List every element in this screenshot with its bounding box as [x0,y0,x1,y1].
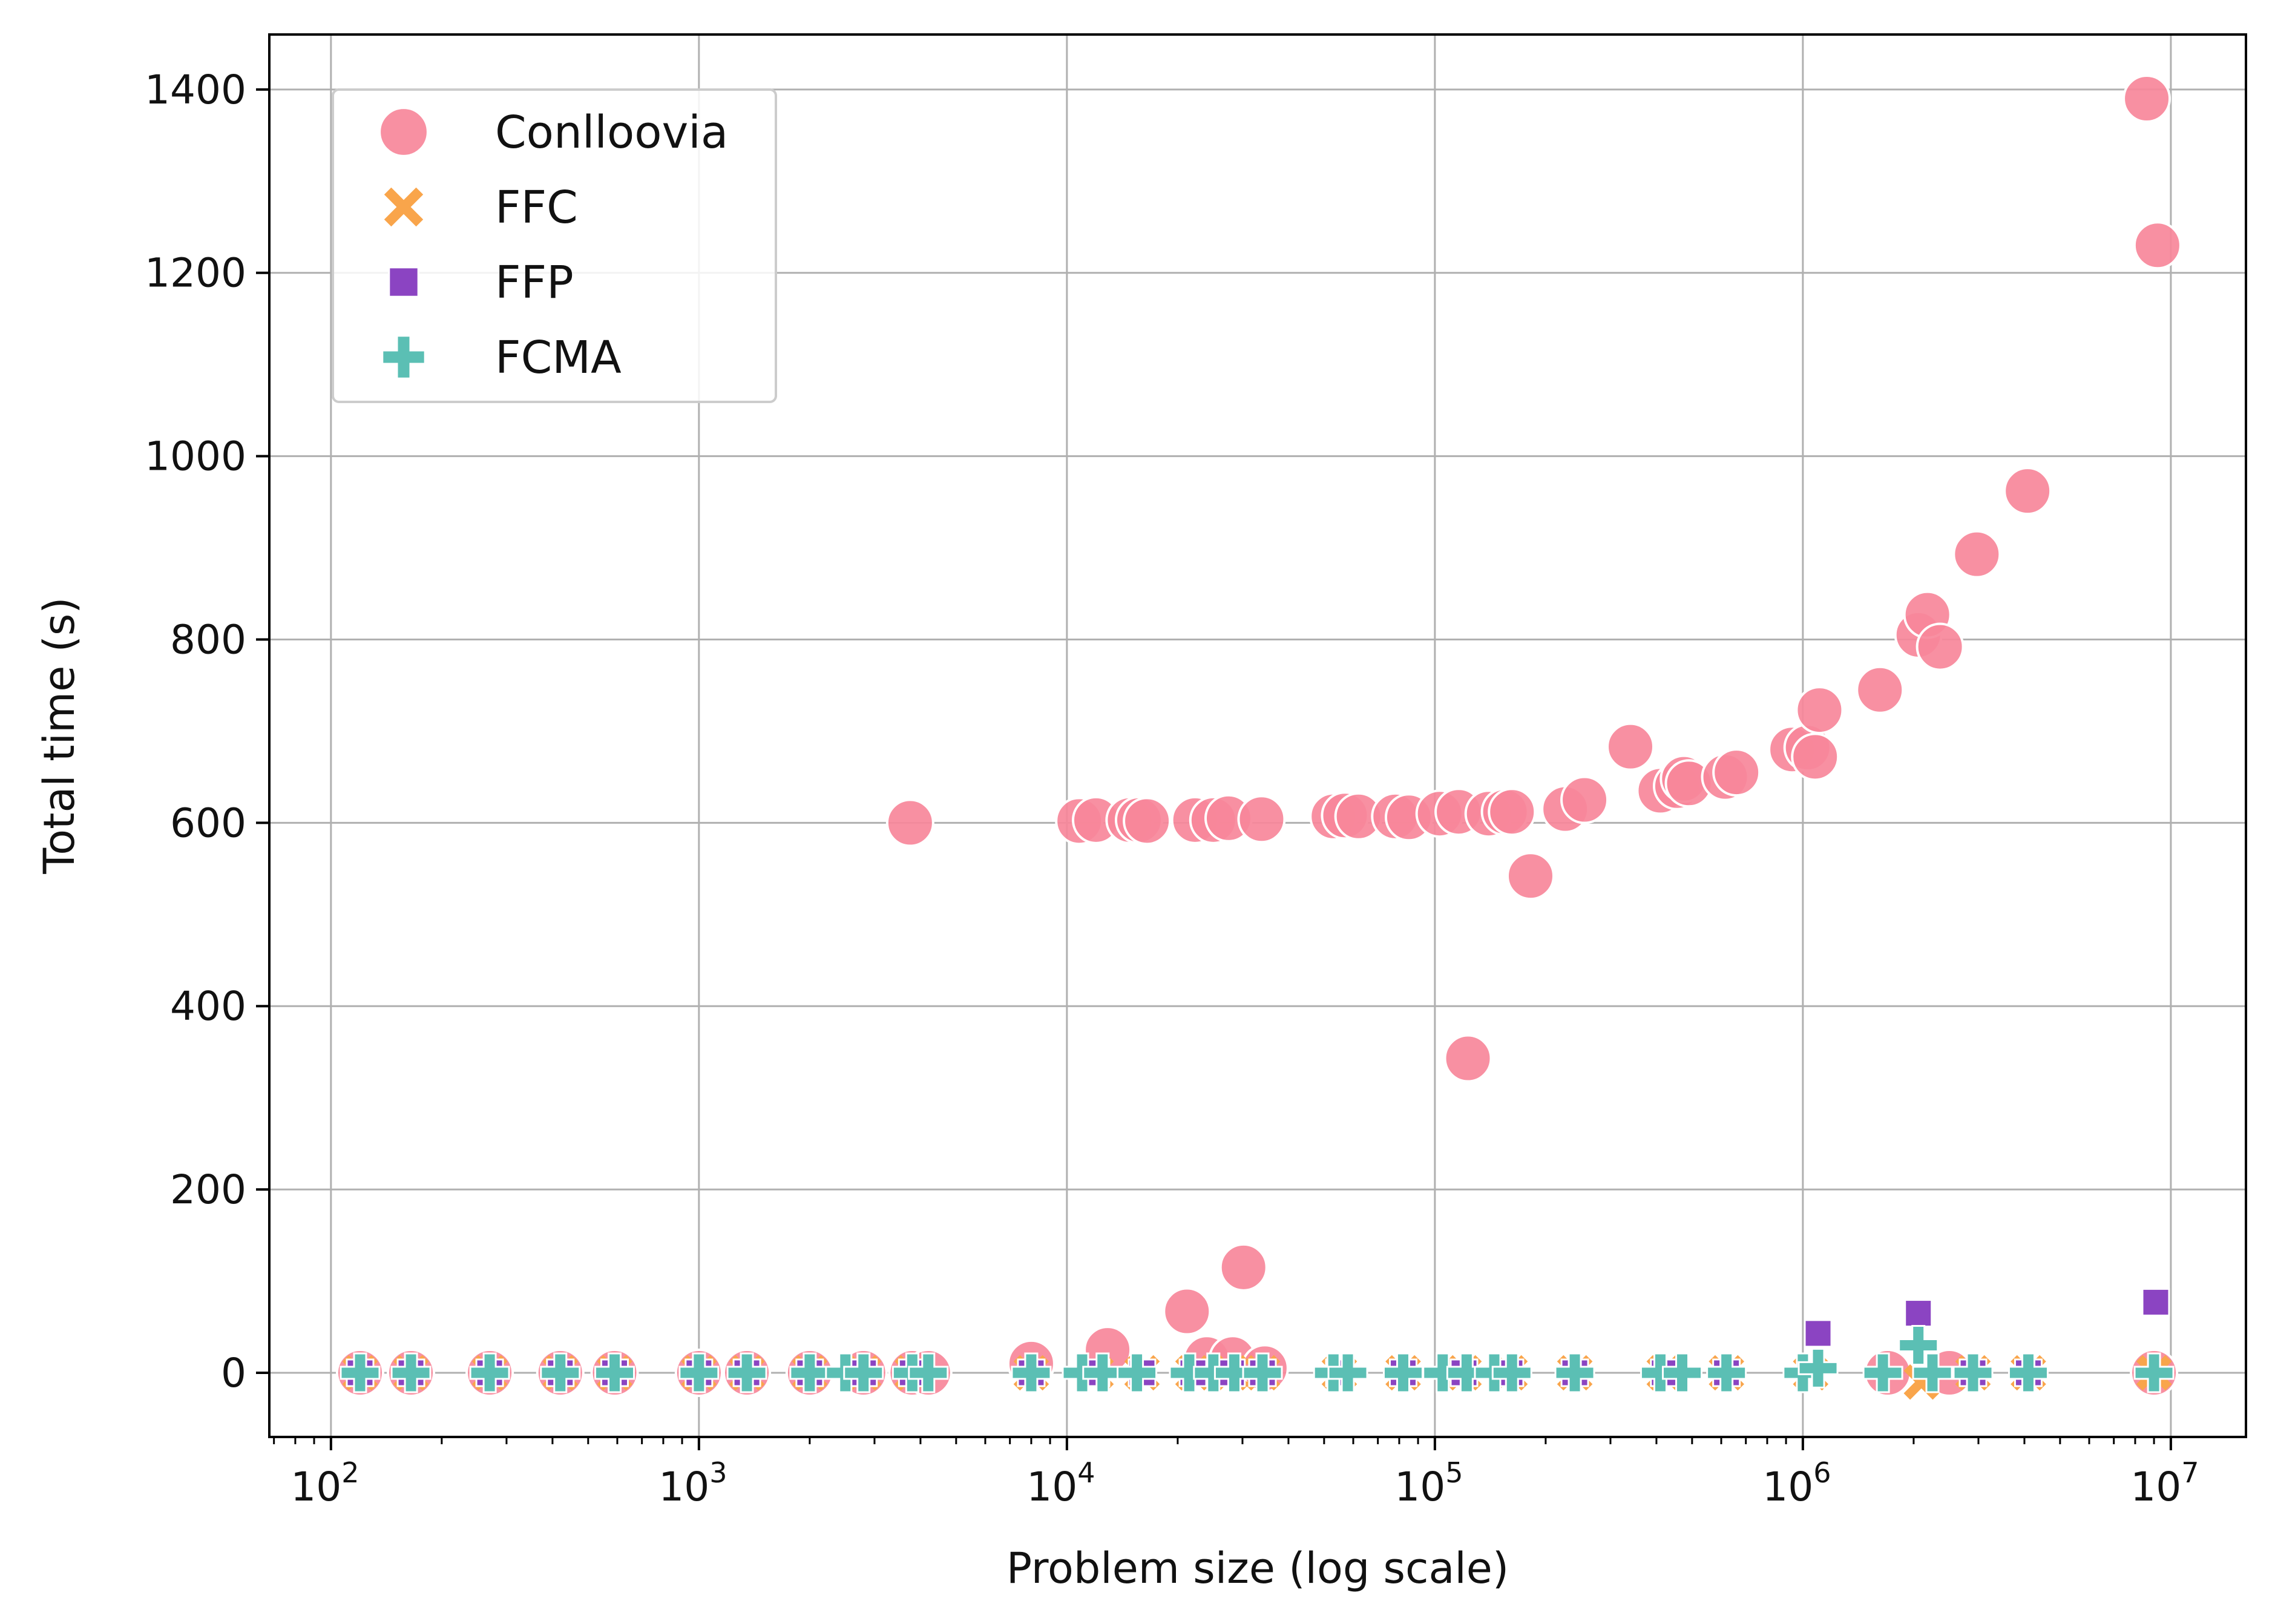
data-point [594,1352,635,1393]
data-point [1791,732,1840,781]
y-tick-label: 400 [170,983,246,1030]
data-point [1123,797,1172,846]
series-conlloovia [335,74,2182,1397]
data-point [1712,748,1761,797]
data-point [1898,1325,1939,1366]
data-point [1916,622,1965,671]
x-tick-label: 102 [291,1456,359,1510]
data-point [843,1352,884,1393]
data-point [2133,1352,2175,1393]
data-point [1795,686,1844,735]
data-point [789,1352,830,1393]
x-tick-label: 104 [1026,1456,1095,1510]
data-point [2122,74,2172,123]
data-point [1904,1299,1933,1328]
data-point [1554,1352,1595,1393]
data-point [1082,1352,1123,1393]
data-point [540,1352,581,1393]
y-tick-label: 200 [170,1166,246,1213]
data-point [1952,1352,1994,1393]
data-point [1912,1352,1953,1393]
data-point [1488,787,1537,837]
data-point [2007,1352,2049,1393]
data-point [1237,795,1286,844]
legend-marker [384,187,424,227]
data-point [885,798,934,847]
x-tick-label: 103 [658,1456,727,1510]
x-tick-label: 105 [1394,1456,1463,1510]
data-point [1117,1352,1158,1393]
data-point [1011,1352,1052,1393]
x-axis: 102 103 104 105 106 107 [273,1437,2199,1510]
x-tick-label: 107 [2130,1456,2199,1510]
data-point [340,1352,381,1393]
legend-marker [381,335,426,380]
y-axis-title: Total time (s) [34,597,84,874]
data-point [1706,1352,1747,1393]
legend: Conlloovia FFC FFP FCMA [332,88,777,403]
data-point [1606,722,1655,771]
data-point [1560,775,1609,824]
legend-marker [378,107,429,157]
legend-label: FFP [495,257,574,309]
data-point [2141,1287,2170,1317]
data-point [908,1352,949,1393]
data-point [1446,1352,1487,1393]
data-point [1219,1243,1268,1292]
data-point [390,1352,432,1393]
data-point [726,1352,767,1393]
data-point [1797,1347,1839,1389]
y-tick-label: 800 [170,616,246,663]
y-axis: 0 200 400 600 800 1000 1200 1400 [145,67,269,1396]
data-point [469,1352,510,1393]
data-point [1662,1352,1703,1393]
data-point [1491,1352,1532,1393]
legend-marker [388,266,419,298]
data-point [1862,1352,1903,1393]
x-axis-title: Problem size (log scale) [1006,1543,1509,1593]
data-point [1443,1034,1492,1083]
data-point [2003,467,2052,516]
data-point [2133,221,2182,270]
data-point [1856,665,1905,714]
data-point [1163,1287,1212,1336]
plot-frame [268,33,2247,1438]
data-point [1327,1352,1368,1393]
legend-label: Conlloovia [495,107,728,159]
y-tick-label: 1000 [145,433,246,480]
y-tick-label: 1400 [145,67,246,113]
data-point [1382,1352,1423,1393]
data-point [1213,1352,1255,1393]
legend-label: FCMA [495,332,622,384]
data-point [1506,852,1555,901]
y-tick-label: 1200 [145,250,246,297]
x-tick-label: 106 [1762,1456,1831,1510]
y-tick-label: 0 [221,1350,246,1396]
legend-box [332,88,777,403]
data-point [1952,530,2001,579]
data-point [678,1352,720,1393]
data-point [1242,1352,1283,1393]
series-fcma [340,1325,2175,1393]
data-points [335,74,2182,1400]
legend-label: FFC [495,182,578,234]
data-point [1804,1319,1833,1348]
y-tick-label: 600 [170,800,246,846]
